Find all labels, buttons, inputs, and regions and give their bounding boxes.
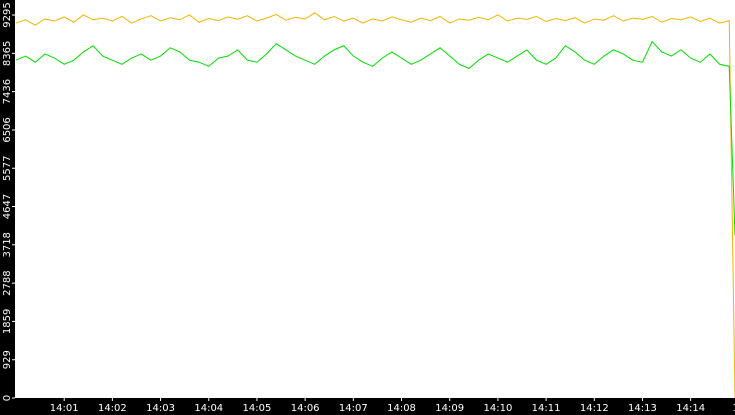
x-tick-label: 14:06 [291, 403, 320, 414]
y-tick-label: 1859 [2, 309, 13, 334]
series-line [15, 40, 735, 236]
x-axis-band [0, 398, 735, 415]
x-tick-label: 14:12 [580, 403, 609, 414]
y-tick-label: 6506 [2, 117, 13, 142]
series-line [15, 12, 735, 399]
x-tick-label: 14:09 [435, 403, 464, 414]
y-tick-label: 0 [2, 395, 13, 401]
y-tick-label: 3718 [2, 232, 13, 257]
x-tick-label: 14:10 [483, 403, 512, 414]
x-tick-label: 14:01 [50, 403, 79, 414]
y-axis-band [0, 0, 15, 415]
y-tick-label: 8365 [2, 41, 13, 66]
x-tick-label: 14:08 [387, 403, 416, 414]
y-tick-label: 5577 [2, 155, 13, 180]
x-tick-label: 14:07 [339, 403, 368, 414]
x-tick-label: 14:04 [194, 403, 223, 414]
y-tick-label: 7436 [2, 79, 13, 104]
x-tick-label: 14:11 [532, 403, 561, 414]
y-tick-label: 929 [2, 350, 13, 369]
x-tick-label: 14:14 [676, 403, 705, 414]
x-tick-label: 14:05 [243, 403, 272, 414]
y-tick-label: 2788 [2, 270, 13, 295]
x-tick-label: 14 [732, 403, 735, 414]
x-tick-label: 14:13 [628, 403, 657, 414]
y-tick-label: 9295 [2, 2, 13, 27]
x-tick-label: 14:02 [98, 403, 127, 414]
x-tick-label: 14:03 [146, 403, 175, 414]
y-tick-label: 4647 [2, 194, 13, 219]
